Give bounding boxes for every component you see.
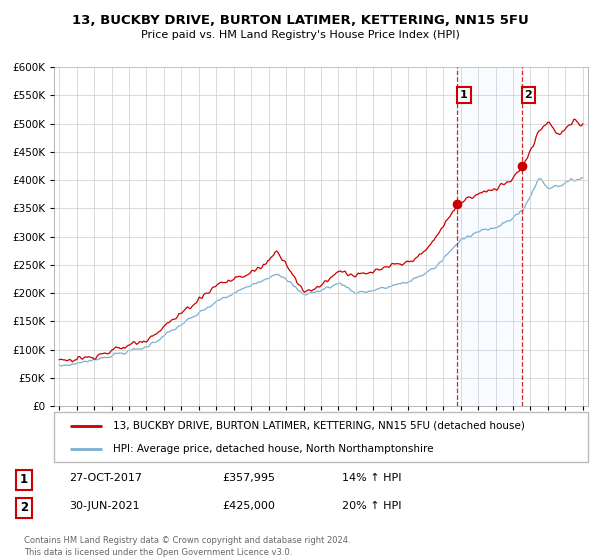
Text: £425,000: £425,000 (222, 501, 275, 511)
Text: 20% ↑ HPI: 20% ↑ HPI (342, 501, 401, 511)
Text: 13, BUCKBY DRIVE, BURTON LATIMER, KETTERING, NN15 5FU (detached house): 13, BUCKBY DRIVE, BURTON LATIMER, KETTER… (113, 421, 524, 431)
FancyBboxPatch shape (54, 412, 588, 462)
Text: £357,995: £357,995 (222, 473, 275, 483)
Text: 13, BUCKBY DRIVE, BURTON LATIMER, KETTERING, NN15 5FU: 13, BUCKBY DRIVE, BURTON LATIMER, KETTER… (71, 14, 529, 27)
Text: 1: 1 (460, 90, 468, 100)
Text: 30-JUN-2021: 30-JUN-2021 (69, 501, 140, 511)
Text: Price paid vs. HM Land Registry's House Price Index (HPI): Price paid vs. HM Land Registry's House … (140, 30, 460, 40)
Text: 1: 1 (20, 473, 28, 486)
Text: 2: 2 (524, 90, 532, 100)
Text: HPI: Average price, detached house, North Northamptonshire: HPI: Average price, detached house, Nort… (113, 445, 433, 454)
Text: 27-OCT-2017: 27-OCT-2017 (69, 473, 142, 483)
Text: Contains HM Land Registry data © Crown copyright and database right 2024.
This d: Contains HM Land Registry data © Crown c… (24, 536, 350, 557)
Bar (457, 67, 521, 406)
Text: 14% ↑ HPI: 14% ↑ HPI (342, 473, 401, 483)
Text: 2: 2 (20, 501, 28, 514)
